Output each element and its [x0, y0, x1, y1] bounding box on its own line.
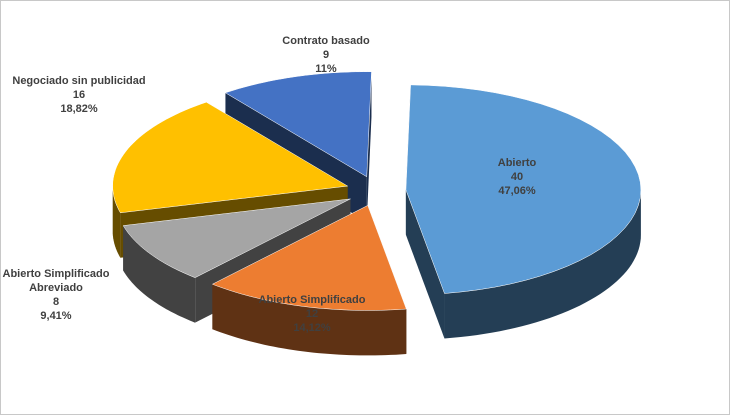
- slice-side: [444, 189, 641, 339]
- data-label: Abierto 40 47,06%: [447, 156, 587, 198]
- slice: [122, 198, 351, 279]
- label-name: Contrato basado: [282, 35, 370, 47]
- label-value: 16: [72, 89, 86, 101]
- slice-side: [366, 71, 372, 222]
- label-name: Abierto Simplificado: [258, 294, 366, 306]
- label-value: 12: [305, 308, 319, 320]
- label-name: Negociado sin publicidad: [12, 75, 146, 87]
- slice-side: [123, 225, 196, 323]
- label-percent: 18,82%: [60, 103, 98, 115]
- label-percent: 9,41%: [40, 310, 72, 322]
- slice: [405, 84, 642, 294]
- slice-side: [405, 189, 445, 339]
- data-label: Negociado sin publicidad 16 18,82%: [4, 74, 154, 116]
- label-name: Abierto Simplificado Abreviado: [2, 268, 110, 294]
- slice-side: [112, 186, 121, 258]
- label-value: 9: [322, 49, 330, 61]
- data-label: Abierto Simplificado 12 14,12%: [237, 293, 387, 335]
- slice: [224, 71, 372, 178]
- label-name: Abierto: [497, 157, 537, 169]
- label-percent: 14,12%: [293, 322, 331, 334]
- label-value: 40: [510, 171, 524, 183]
- label-percent: 47,06%: [498, 185, 536, 197]
- label-value: 8: [52, 296, 60, 308]
- slice-side: [212, 284, 407, 356]
- slice: [211, 205, 407, 311]
- label-percent: 11%: [315, 63, 337, 75]
- data-label: Contrato basado 9 11%: [271, 34, 381, 76]
- data-label: Abierto Simplificado Abreviado 8 9,41%: [1, 267, 111, 323]
- slice: [112, 101, 349, 214]
